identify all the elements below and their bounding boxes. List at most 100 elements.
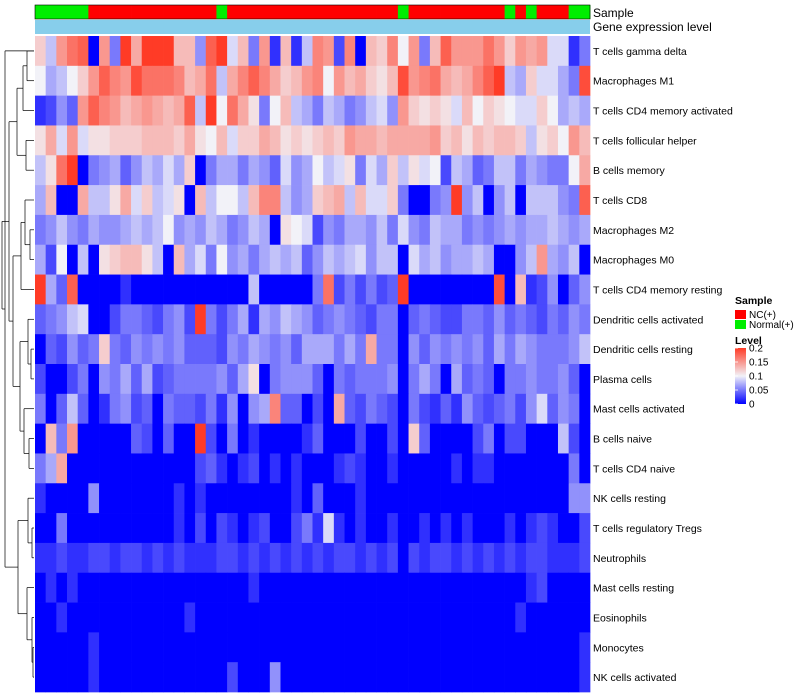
heatmap-cell bbox=[109, 155, 121, 186]
heatmap-cell bbox=[365, 274, 377, 305]
sample-annotation-cell bbox=[344, 5, 356, 19]
heatmap-cell bbox=[568, 393, 580, 424]
heatmap-cell bbox=[141, 274, 153, 305]
heatmap-cell bbox=[579, 572, 591, 603]
heatmap-cell bbox=[408, 125, 420, 156]
heatmap-cell bbox=[515, 513, 527, 544]
heatmap-cell bbox=[120, 95, 132, 126]
heatmap-cell bbox=[259, 542, 271, 574]
heatmap-cell bbox=[35, 36, 47, 67]
heatmap-cell bbox=[429, 185, 441, 216]
heatmap-cell bbox=[99, 513, 111, 544]
heatmap-cell bbox=[216, 155, 228, 186]
heatmap-cell bbox=[344, 364, 356, 395]
heatmap-cell bbox=[312, 483, 324, 514]
heatmap-cell bbox=[163, 334, 175, 365]
heatmap-cell bbox=[163, 304, 175, 335]
heatmap-cell bbox=[301, 393, 313, 424]
heatmap-cell bbox=[344, 423, 356, 454]
heatmap-cell bbox=[440, 453, 452, 484]
sample-annotation-cell bbox=[525, 5, 538, 19]
heatmap-cell bbox=[536, 334, 548, 365]
heatmap-cell bbox=[333, 304, 345, 335]
heatmap-cell bbox=[504, 632, 516, 663]
heatmap-cell bbox=[152, 244, 164, 275]
heatmap-cell bbox=[77, 364, 89, 395]
heatmap-cell bbox=[248, 304, 260, 335]
heatmap-cell bbox=[397, 334, 409, 365]
heatmap-cell bbox=[173, 65, 185, 96]
heatmap-cell bbox=[525, 65, 537, 96]
heatmap-cell bbox=[109, 542, 121, 574]
heatmap-cell bbox=[301, 214, 313, 246]
heatmap-cell bbox=[483, 155, 495, 186]
heatmap-cell bbox=[120, 185, 132, 216]
heatmap-cell bbox=[195, 364, 207, 395]
heatmap-cell bbox=[557, 513, 569, 544]
heatmap-cell bbox=[120, 572, 132, 603]
heatmap-cell bbox=[56, 155, 68, 186]
heatmap-cell bbox=[141, 662, 153, 693]
heatmap-cell bbox=[184, 334, 196, 365]
heatmap-cell bbox=[301, 453, 313, 484]
sample-annotation-cell bbox=[77, 5, 89, 19]
row-label: T cells CD4 memory activated bbox=[593, 106, 733, 118]
heatmap-cell bbox=[429, 423, 441, 454]
heatmap-cell bbox=[45, 304, 57, 335]
heatmap-cell bbox=[323, 95, 335, 126]
heatmap-cell bbox=[88, 36, 100, 67]
heatmap-cell bbox=[365, 513, 377, 544]
heatmap-cell bbox=[195, 453, 207, 484]
heatmap-cell bbox=[184, 602, 196, 633]
heatmap-cell bbox=[205, 65, 217, 96]
heatmap-cell bbox=[109, 185, 121, 216]
heatmap-cell bbox=[120, 602, 132, 633]
heatmap-cell bbox=[77, 155, 89, 186]
heatmap-cell bbox=[56, 423, 68, 454]
heatmap-cell bbox=[280, 602, 292, 633]
heatmap-cell bbox=[461, 632, 473, 663]
row-label: B cells memory bbox=[593, 165, 666, 177]
heatmap-cell bbox=[504, 334, 516, 365]
heatmap-cell bbox=[216, 65, 228, 96]
heatmap-cell bbox=[163, 602, 175, 633]
heatmap-cell bbox=[483, 542, 495, 574]
heatmap-cell bbox=[56, 125, 68, 156]
heatmap-cell bbox=[333, 155, 345, 186]
heatmap-cell bbox=[429, 662, 441, 693]
sample-annotation-cell bbox=[408, 5, 420, 19]
heatmap-cell bbox=[387, 393, 399, 424]
heatmap-cell bbox=[387, 662, 399, 693]
heatmap-cell bbox=[451, 393, 463, 424]
heatmap-cell bbox=[515, 572, 527, 603]
heatmap-cell bbox=[163, 65, 175, 96]
heatmap-cell bbox=[419, 214, 431, 246]
heatmap-cell bbox=[152, 423, 164, 454]
heatmap-cell bbox=[493, 214, 505, 246]
heatmap-cell bbox=[280, 185, 292, 216]
heatmap-cell bbox=[493, 662, 505, 693]
heatmap-cell bbox=[248, 274, 260, 305]
heatmap-cell bbox=[312, 364, 324, 395]
heatmap-cell bbox=[365, 453, 377, 484]
heatmap-cell bbox=[120, 542, 132, 574]
heatmap-cell bbox=[557, 483, 569, 514]
heatmap-cell bbox=[259, 453, 271, 484]
heatmap-cell bbox=[216, 423, 228, 454]
heatmap-cell bbox=[131, 572, 143, 603]
heatmap-cell bbox=[237, 36, 249, 67]
heatmap-cell bbox=[67, 36, 79, 67]
heatmap-cell bbox=[77, 662, 89, 693]
heatmap-cell bbox=[99, 36, 111, 67]
heatmap-cell bbox=[461, 36, 473, 67]
heatmap-cell bbox=[461, 274, 473, 305]
heatmap-cell bbox=[184, 632, 196, 663]
level-colorbar bbox=[735, 348, 746, 404]
heatmap-cell bbox=[376, 453, 388, 484]
heatmap-cell bbox=[355, 125, 367, 156]
heatmap-cell bbox=[461, 214, 473, 246]
heatmap-cell bbox=[131, 662, 143, 693]
heatmap-cell bbox=[451, 155, 463, 186]
heatmap-cell bbox=[131, 244, 143, 275]
heatmap-cell bbox=[216, 602, 228, 633]
